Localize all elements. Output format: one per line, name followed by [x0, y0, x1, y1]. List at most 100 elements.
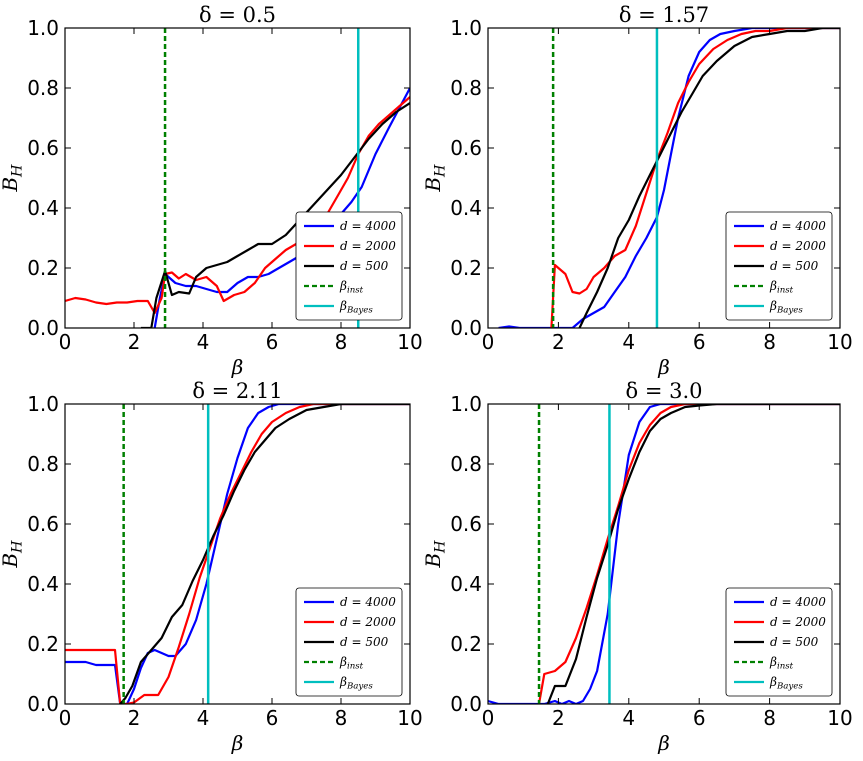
series-line-d500 [140, 102, 410, 328]
chart-title: δ = 3.0 [626, 379, 703, 403]
x-tick-label: 0 [59, 706, 72, 730]
legend-box [725, 211, 833, 321]
x-tick-label: 6 [693, 706, 706, 730]
y-axis-label: BH [0, 164, 25, 193]
legend-label: βBayes [769, 675, 803, 692]
legend-label: βBayes [339, 299, 373, 316]
legend-label: d = 2000 [340, 615, 396, 629]
axes-frame [64, 27, 411, 329]
series-line-d2000 [65, 404, 410, 704]
series-line-d2000 [550, 28, 840, 328]
y-axis-label: BH [421, 164, 448, 193]
x-tick-label: 2 [552, 330, 565, 354]
x-tick-label: 8 [335, 706, 348, 730]
y-axis-label: BH [0, 540, 25, 569]
y-tick-label: 0.0 [450, 316, 482, 340]
chart-title: δ = 2.11 [192, 379, 282, 403]
x-tick-label: 10 [397, 330, 422, 354]
legend: d = 4000 d = 2000 d = 500 βinst βBayes [725, 587, 833, 697]
x-tick-label: 4 [622, 330, 635, 354]
y-tick-label: 1.0 [27, 16, 59, 40]
x-tick-label: 2 [128, 330, 141, 354]
legend-label: d = 4000 [340, 219, 396, 233]
y-tick-label: 0.8 [27, 452, 59, 476]
legend-label: βinst [339, 279, 364, 296]
x-axis-label: β [231, 355, 244, 379]
legend: d = 4000 d = 2000 d = 500 βinst βBayes [295, 211, 403, 321]
x-axis-label: β [657, 355, 670, 379]
legend-label: d = 2000 [340, 239, 396, 253]
axes-frame [64, 403, 411, 705]
y-tick-label: 0.4 [450, 572, 482, 596]
x-tick-label: 4 [197, 330, 210, 354]
series-line-d4000 [498, 28, 840, 328]
series-line-d500 [578, 28, 840, 328]
chart-panel-4: 0 2 4 6 8 10 0.0 0.2 0.4 0.6 0.8 1.0 δ = 3.0 β BH d = 4… [421, 379, 853, 755]
y-axis-label: BH [421, 540, 448, 569]
x-tick-label: 10 [397, 706, 422, 730]
chart-title: δ = 1.57 [619, 3, 709, 27]
legend-box [725, 587, 833, 697]
legend-label: d = 2000 [770, 615, 826, 629]
y-tick-label: 0.8 [450, 452, 482, 476]
axes-frame [487, 27, 841, 329]
y-tick-label: 0.0 [27, 692, 59, 716]
x-tick-label: 4 [622, 706, 635, 730]
x-tick-label: 8 [763, 706, 776, 730]
legend-label: βinst [769, 655, 794, 672]
y-tick-label: 0.4 [450, 196, 482, 220]
x-tick-label: 2 [552, 706, 565, 730]
x-tick-label: 0 [59, 330, 72, 354]
y-tick-label: 0.8 [450, 76, 482, 100]
legend-label: d = 4000 [770, 595, 826, 609]
legend: d = 4000 d = 2000 d = 500 βinst βBayes [725, 211, 833, 321]
y-tick-label: 1.0 [27, 392, 59, 416]
x-tick-label: 10 [827, 330, 852, 354]
x-tick-label: 8 [763, 330, 776, 354]
y-tick-label: 0.0 [450, 692, 482, 716]
series-line-d500 [119, 404, 410, 704]
y-tick-label: 0.2 [27, 256, 59, 280]
x-tick-label: 2 [128, 706, 141, 730]
axes-frame [487, 403, 841, 705]
legend-label: βinst [769, 279, 794, 296]
chart-title: δ = 0.5 [199, 3, 276, 27]
x-tick-label: 0 [482, 330, 495, 354]
x-axis-label: β [657, 731, 670, 755]
y-tick-label: 0.6 [450, 512, 482, 536]
legend-label: d = 500 [340, 635, 389, 649]
x-tick-label: 6 [693, 330, 706, 354]
legend-label: d = 500 [340, 259, 389, 273]
x-axis-label: β [231, 731, 244, 755]
y-tick-label: 0.4 [27, 572, 59, 596]
legend-label: d = 500 [770, 259, 819, 273]
legend-label: βBayes [339, 675, 373, 692]
x-tick-label: 8 [335, 330, 348, 354]
legend-box [295, 587, 403, 697]
chart-panel-1: 0 2 4 6 8 10 0.0 0.2 0.4 0.6 0.8 1.0 δ = 0.5 β BH d = 4… [0, 3, 423, 379]
y-tick-label: 1.0 [450, 392, 482, 416]
y-tick-label: 0.6 [27, 512, 59, 536]
series-line-d4000 [153, 87, 410, 328]
series-line-d4000 [65, 404, 410, 704]
chart-panel-2: 0 2 4 6 8 10 0.0 0.2 0.4 0.6 0.8 1.0 δ = 1.57 β BH d = … [421, 3, 853, 379]
x-tick-label: 6 [266, 706, 279, 730]
legend-label: d = 2000 [770, 239, 826, 253]
legend: d = 4000 d = 2000 d = 500 βinst βBayes [295, 587, 403, 697]
y-tick-label: 0.4 [27, 196, 59, 220]
series-line-d4000 [488, 404, 840, 704]
x-tick-label: 4 [197, 706, 210, 730]
chart-panel-3: 0 2 4 6 8 10 0.0 0.2 0.4 0.6 0.8 1.0 δ = 2.11 β BH d = … [0, 379, 423, 755]
y-tick-label: 0.8 [27, 76, 59, 100]
y-tick-label: 0.6 [27, 136, 59, 160]
y-tick-label: 0.6 [450, 136, 482, 160]
y-tick-label: 0.0 [27, 316, 59, 340]
legend-label: βBayes [769, 299, 803, 316]
legend-box [295, 211, 403, 321]
x-tick-label: 10 [827, 706, 852, 730]
y-tick-label: 0.2 [27, 632, 59, 656]
y-tick-label: 1.0 [450, 16, 482, 40]
x-tick-label: 6 [266, 330, 279, 354]
series-line-d2000 [537, 404, 840, 704]
